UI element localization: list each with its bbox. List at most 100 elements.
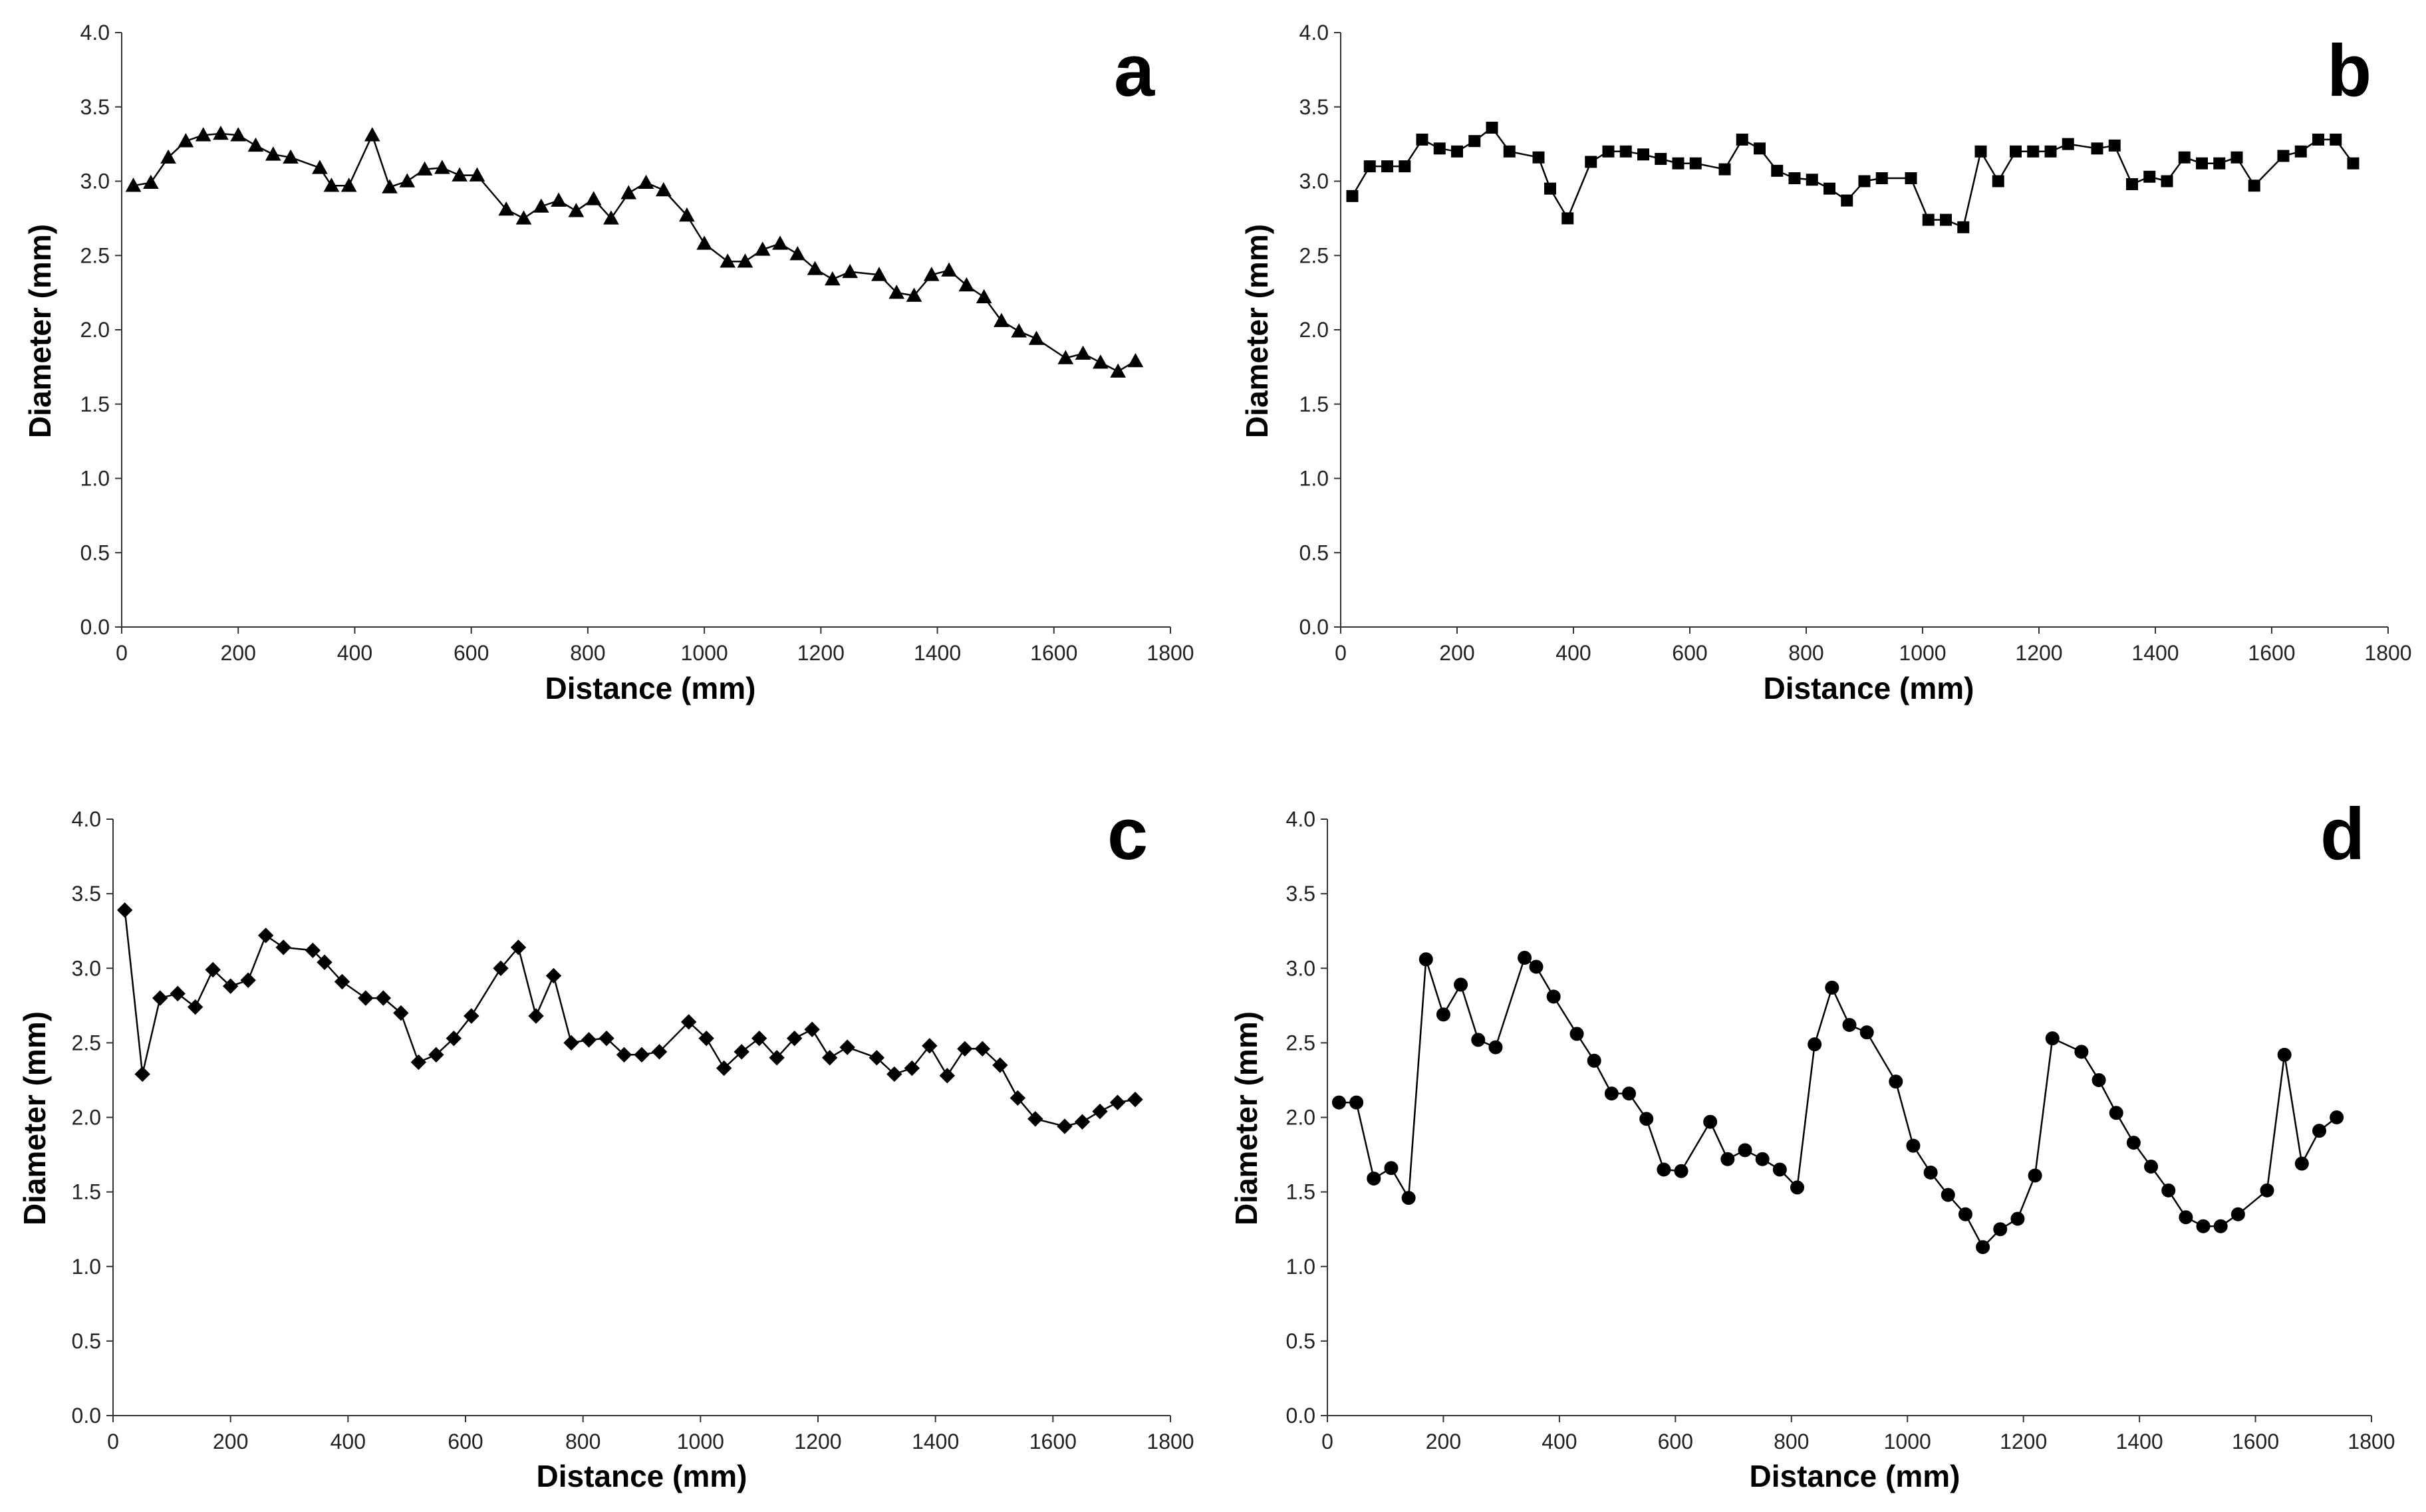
data-point-c: [1109, 1094, 1126, 1110]
y-tick-label-d: 3.5: [1286, 882, 1315, 906]
y-tick-label-a: 3.0: [80, 170, 110, 193]
data-point-b: [1346, 189, 1359, 202]
x-tick-label-c: 1400: [912, 1430, 959, 1453]
data-point-c: [545, 967, 562, 984]
x-tick-label-a: 1800: [1146, 641, 1194, 665]
data-point-d: [1842, 1017, 1857, 1032]
data-point-a: [842, 263, 858, 279]
data-point-d: [1703, 1114, 1718, 1129]
data-point-d: [2230, 1207, 2245, 1221]
data-point-c: [698, 1030, 714, 1047]
data-point-a: [720, 253, 736, 268]
data-point-d: [1889, 1074, 1903, 1089]
data-point-a: [678, 207, 695, 222]
x-tick-label-c: 600: [448, 1430, 483, 1453]
x-tick-label-a: 1200: [797, 641, 845, 665]
data-point-d: [2312, 1124, 2326, 1138]
data-point-d: [1657, 1162, 1671, 1177]
data-point-d: [1546, 989, 1561, 1004]
data-point-d: [1622, 1086, 1637, 1101]
data-point-d: [1587, 1053, 1601, 1068]
data-point-c: [616, 1047, 632, 1063]
data-point-d: [1401, 1191, 1416, 1205]
data-point-c: [1092, 1103, 1108, 1120]
panel-letter-a: a: [1114, 30, 1155, 112]
data-point-c: [1010, 1090, 1026, 1106]
data-point-c: [393, 1005, 409, 1021]
plot-svg-a: 0.0 0.5 1.0 1.5 2.0 2.5 3.0 3.5 4.0 0 200 400 600 800…: [80, 21, 1194, 665]
data-point-b: [2230, 151, 2243, 164]
data-point-c: [1027, 1111, 1043, 1127]
x-tick-label-b: 200: [1439, 641, 1474, 665]
y-tick-label-c: 0.5: [72, 1329, 101, 1353]
data-point-b: [2277, 150, 2290, 162]
x-tick-label-a: 1600: [1030, 641, 1077, 665]
data-point-c: [734, 1044, 749, 1060]
data-point-c: [510, 940, 527, 955]
data-point-a: [1127, 352, 1144, 368]
x-tick-label-a: 600: [454, 641, 489, 665]
data-point-d: [1349, 1095, 1364, 1110]
x-tick-label-d: 0: [1321, 1430, 1333, 1453]
data-point-b: [2143, 170, 2156, 183]
chart-panel-c: 0.0 0.5 1.0 1.5 2.0 2.5 3.0 3.5 4.0 0 200 400 600 800…: [0, 756, 1213, 1512]
chart-panel-a: 0.0 0.5 1.0 1.5 2.0 2.5 3.0 3.5 4.0 0 200 400 600 800…: [0, 0, 1213, 756]
data-point-d: [2028, 1168, 2042, 1183]
data-point-b: [1363, 160, 1376, 173]
data-point-a: [434, 160, 450, 174]
data-point-b: [1771, 164, 1784, 177]
data-point-a: [976, 289, 992, 304]
data-point-b: [1940, 213, 1952, 226]
data-point-a: [469, 167, 485, 182]
data-point-c: [257, 928, 274, 944]
data-point-b: [1416, 133, 1428, 146]
data-point-d: [1604, 1086, 1619, 1101]
data-point-a: [906, 287, 922, 302]
data-point-b: [1875, 172, 1888, 185]
y-tick-label-b: 0.0: [1299, 615, 1329, 639]
data-point-c: [222, 978, 239, 994]
x-tick-label-c: 200: [213, 1430, 248, 1453]
data-point-d: [1454, 977, 1468, 992]
data-point-b: [1602, 145, 1615, 158]
x-axis-title-b: Distance (mm): [1763, 671, 1974, 705]
data-point-d: [1859, 1025, 1874, 1040]
data-point-d: [1367, 1171, 1381, 1186]
data-point-b: [2178, 151, 2191, 164]
data-point-d: [1639, 1112, 1654, 1126]
data-point-c: [804, 1021, 820, 1037]
data-point-a: [247, 137, 264, 152]
data-point-a: [696, 235, 712, 250]
data-point-a: [888, 285, 905, 299]
data-point-d: [1772, 1162, 1787, 1177]
data-point-c: [922, 1038, 938, 1054]
y-tick-label-b: 2.0: [1299, 318, 1329, 342]
y-tick-label-a: 1.0: [80, 467, 110, 491]
data-point-d: [1488, 1040, 1503, 1055]
data-point-c: [464, 1008, 479, 1024]
data-point-d: [1958, 1207, 1972, 1221]
chart-panel-b: 0.0 0.5 1.0 1.5 2.0 2.5 3.0 3.5 4.0 0 200 400 600 800…: [1213, 0, 2426, 756]
data-point-c: [334, 973, 350, 990]
data-point-a: [195, 127, 211, 142]
x-tick-label-a: 1000: [681, 641, 728, 665]
data-point-c: [599, 1030, 614, 1047]
data-point-b: [2161, 175, 2173, 188]
data-point-d: [1331, 1095, 1346, 1110]
data-point-d: [2161, 1183, 2176, 1197]
data-point-c: [134, 1066, 150, 1082]
data-point-b: [1858, 175, 1871, 188]
data-point-b: [1468, 135, 1481, 148]
data-point-c: [152, 990, 168, 1006]
data-point-d: [1418, 952, 1433, 967]
data-point-d: [2260, 1183, 2274, 1197]
x-tick-label-c: 1800: [1146, 1430, 1194, 1453]
y-tick-label-a: 2.0: [80, 318, 110, 342]
panel-letter-c: c: [1107, 793, 1148, 875]
data-point-b: [2062, 138, 2074, 150]
data-point-a: [230, 127, 247, 142]
data-point-c: [317, 954, 333, 970]
x-tick-label-b: 1600: [2248, 641, 2295, 665]
data-point-d: [1436, 1007, 1450, 1022]
data-point-a: [416, 161, 433, 176]
